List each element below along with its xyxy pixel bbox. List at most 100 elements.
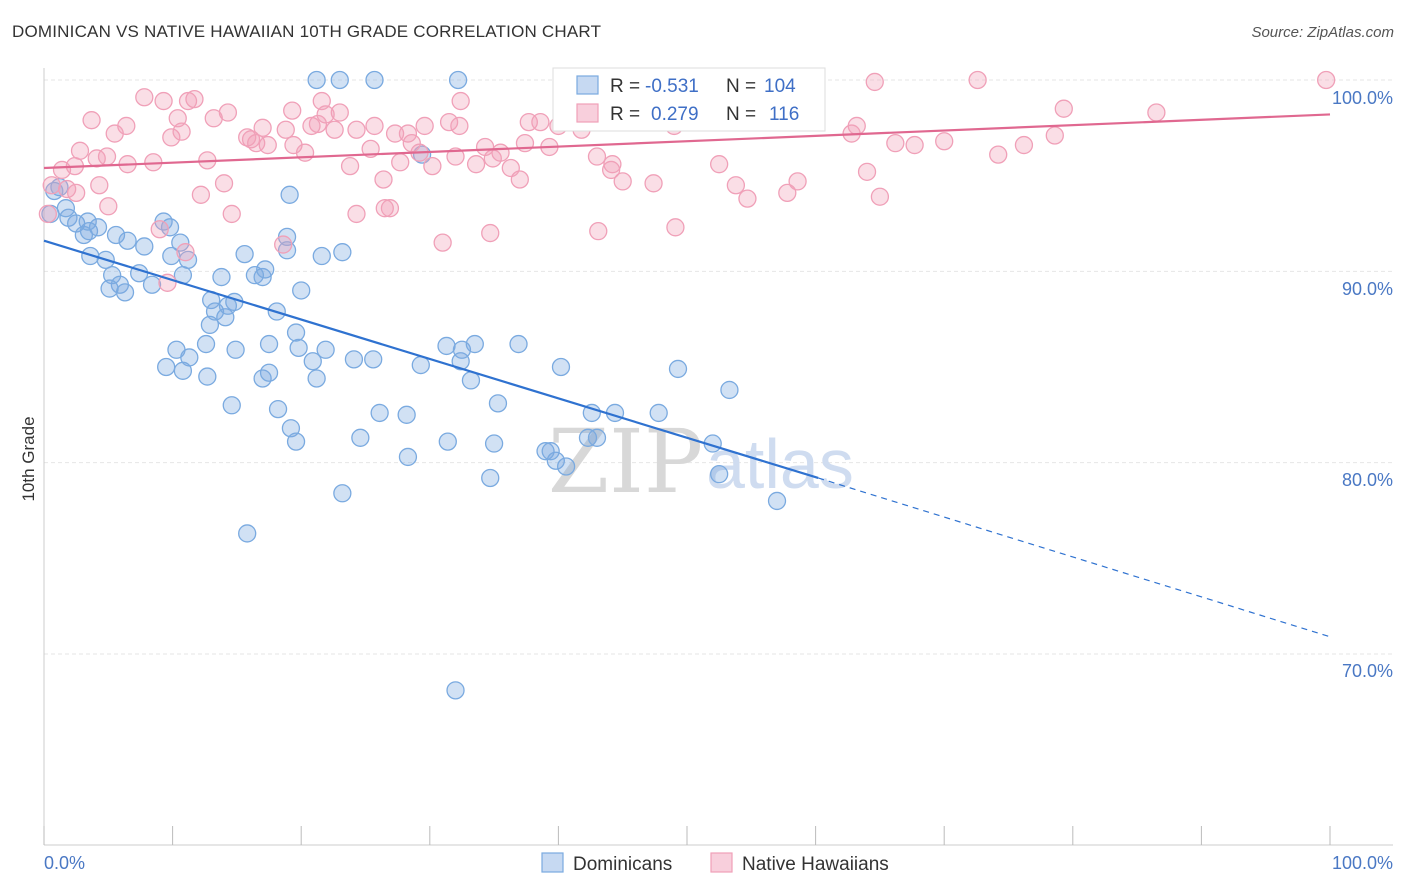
legend-n-label-1: N =	[726, 76, 756, 97]
data-point	[325, 120, 344, 139]
data-point	[726, 176, 746, 195]
data-point	[276, 120, 295, 139]
data-point	[308, 114, 328, 134]
data-point	[258, 135, 277, 155]
data-point	[253, 118, 272, 137]
data-point	[162, 128, 181, 147]
data-point	[307, 369, 326, 388]
data-point	[178, 91, 198, 111]
data-point	[340, 156, 360, 176]
data-point	[307, 70, 326, 90]
data-point	[365, 116, 384, 136]
data-point	[865, 72, 884, 92]
data-point	[541, 442, 560, 461]
data-point	[316, 340, 335, 359]
data-point	[466, 155, 486, 174]
data-point	[347, 120, 366, 139]
legend-r-value-2: 0.279	[651, 104, 699, 125]
data-point	[1316, 70, 1336, 90]
data-point	[191, 185, 211, 204]
legend-n-value-1: 104	[764, 76, 796, 97]
data-point	[415, 116, 434, 136]
data-point	[364, 350, 383, 369]
data-point	[491, 143, 510, 162]
data-point	[56, 199, 76, 218]
bottom-legend-label-native-hawaiians: Native Hawaiians	[742, 854, 889, 875]
data-point	[103, 266, 122, 285]
data-point	[1045, 126, 1064, 145]
data-point	[42, 176, 61, 195]
data-point	[330, 103, 349, 122]
data-point	[556, 457, 576, 476]
data-point	[330, 70, 349, 90]
data-point	[778, 183, 797, 203]
data-point	[78, 212, 97, 231]
data-point	[70, 141, 90, 160]
data-point	[423, 156, 442, 176]
data-point	[531, 112, 550, 132]
trend-lines	[43, 113, 1331, 638]
data-point	[259, 363, 279, 382]
axes	[43, 68, 1393, 846]
data-point	[241, 130, 261, 149]
data-point	[438, 432, 457, 451]
data-point	[448, 70, 468, 90]
data-point	[214, 174, 234, 193]
data-point	[256, 260, 275, 279]
data-point	[302, 116, 321, 136]
data-point	[450, 116, 469, 136]
data-point	[451, 91, 470, 111]
data-point	[158, 273, 177, 292]
data-point	[52, 160, 72, 180]
data-point	[196, 334, 216, 354]
data-point	[644, 174, 663, 193]
data-point	[280, 185, 299, 204]
data-point	[292, 281, 311, 300]
bottom-legend-swatch-native-hawaiians	[710, 852, 733, 873]
bottom-legend-swatch-dominicans	[541, 852, 564, 873]
series-1-points	[38, 70, 1336, 292]
data-point	[1014, 135, 1034, 155]
data-point	[216, 308, 235, 327]
data-point	[935, 132, 954, 151]
data-point	[79, 222, 99, 241]
data-point	[268, 399, 288, 419]
legend-n-label-2: N =	[726, 104, 756, 125]
data-point	[603, 155, 622, 174]
data-point	[587, 428, 607, 447]
data-point	[283, 101, 302, 120]
data-point	[857, 162, 877, 181]
data-point	[788, 172, 807, 191]
data-point	[212, 267, 231, 287]
data-point	[198, 367, 217, 386]
data-point	[481, 468, 500, 488]
data-point	[509, 334, 528, 354]
data-point	[142, 275, 162, 294]
y-tick-label-70: 70.0%	[1342, 661, 1393, 681]
data-point	[433, 233, 452, 252]
data-point	[668, 359, 688, 379]
trend-line-extension-series-0	[817, 477, 1331, 638]
data-point	[222, 396, 241, 415]
data-point	[204, 109, 223, 128]
data-points	[38, 70, 1336, 700]
data-point	[385, 124, 405, 143]
data-point	[582, 403, 601, 423]
x-tick-label-min: 0.0%	[44, 853, 85, 873]
data-point	[380, 199, 400, 218]
data-point	[238, 524, 257, 543]
data-point	[344, 350, 364, 369]
chart-title: DOMINICAN VS NATIVE HAWAIIAN 10TH GRADE …	[12, 22, 602, 41]
data-point	[365, 70, 384, 90]
data-point	[173, 361, 193, 380]
data-point	[185, 89, 204, 109]
data-point	[57, 179, 77, 199]
data-point	[510, 170, 529, 189]
data-point	[587, 147, 607, 166]
trend-line-series-0	[43, 239, 819, 480]
data-point	[488, 394, 508, 413]
data-point	[226, 340, 245, 359]
data-point	[370, 403, 389, 423]
data-point	[274, 235, 293, 254]
